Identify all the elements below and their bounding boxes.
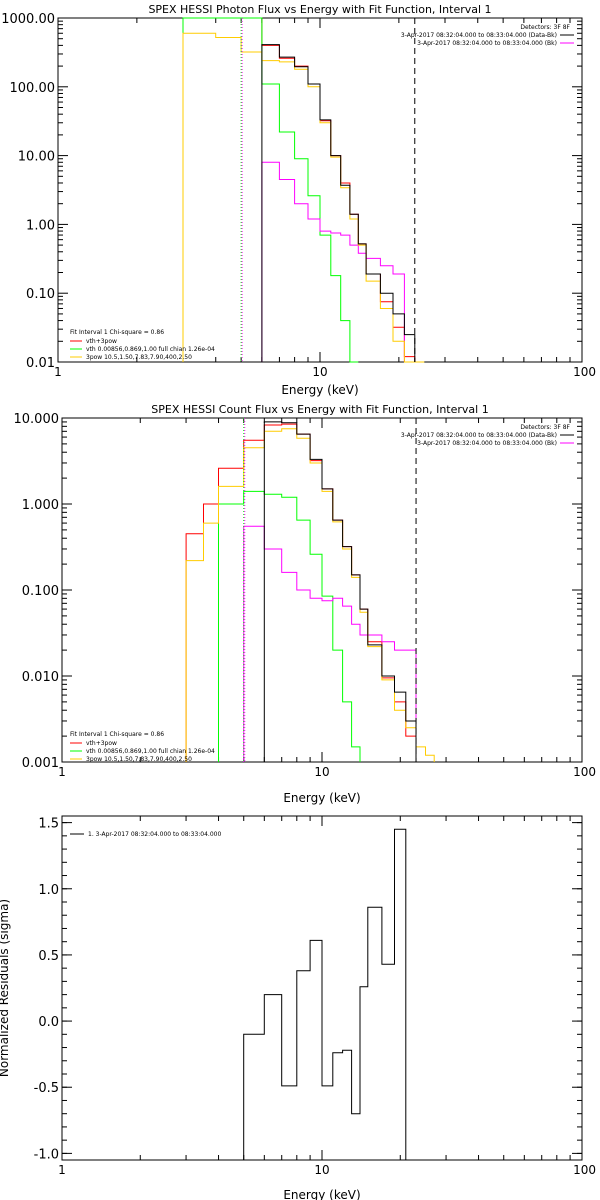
photon-flux-series-powerlaw [261,161,405,362]
count-flux-y-tick-label: 10.000 [14,412,60,427]
residuals-y-tick-label: -0.5 [34,1081,59,1096]
residuals-series [243,828,407,1160]
count-flux-y-tick-label: 1.000 [22,498,59,513]
residuals-legend: 1. 3-Apr-2017 08:32:04.000 to 08:33:04.0… [70,831,221,838]
count-flux-legend-total: vth+3pow [86,740,117,747]
photon-flux-x-tick-label: 100 [573,365,596,379]
residuals-panel: 1 10 100-1.0-0.50.00.51.01.5 Energy (keV) … [0,815,596,1200]
photon-flux-marker-lines [240,18,416,362]
residuals-axes: 1 10 100 -1.0 -0.5 0.0 0.5 1.0 1.5 [34,816,596,1177]
count-flux-legend-thermal: vth 0.00856,0.869,1.00 full chian 1.26e-… [86,748,215,755]
count-flux-axes: 1 10 100 0.001 0.010 0.100 1.000 10.000 [14,412,597,779]
photon-flux-plot-frame [57,17,583,363]
residuals-y-tick-label: 1.0 [38,883,59,898]
residuals-x-tick-label: 100 [573,1163,596,1177]
residuals-y-tick-label: 1.5 [38,817,59,832]
photon-flux-x-tick-label: 1 [54,365,62,379]
residuals-x-tick-label: 1 [58,1163,66,1177]
photon-flux-interval-bk: 3-Apr-2017 08:32:04.000 to 08:33:04.000 … [417,40,557,47]
residuals-x-axis-label: Energy (keV) [283,1188,360,1200]
photon-flux-series [182,17,425,363]
count-flux-header-info: Detectors: 3F 8F 3-Apr-2017 08:32:04.000… [401,424,574,447]
residuals-x-tick-label: 10 [314,1163,329,1177]
count-flux-legend: Fit Interval 1 Chi-square = 0.86 vth+3po… [70,731,215,763]
photon-flux-x-tick-label: 10 [312,365,327,379]
count-flux-x-tick-label: 100 [573,765,596,779]
photon-flux-y-tick-label: 10.00 [18,150,55,165]
photon-flux-series-background [182,32,425,363]
count-flux-y-tick-label: 0.100 [22,584,59,599]
photon-flux-panel: SPEX HESSI Photon Flux vs Energy with Fi… [1,3,596,397]
count-flux-series-total [185,423,417,762]
photon-flux-y-tick-label: 0.10 [26,287,55,302]
residuals-y-axis-label: Normalized Residuals (sigma) [0,899,11,1077]
photon-flux-series-data [261,44,416,362]
photon-flux-series-thermal [182,17,359,363]
photon-flux-detectors: Detectors: 3F 8F [520,24,570,31]
photon-flux-y-tick-label: 1000.00 [1,12,55,27]
count-flux-detectors: Detectors: 3F 8F [520,424,570,431]
count-flux-interval-data: 3-Apr-2017 08:32:04.000 to 08:33:04.000 … [401,432,557,439]
photon-flux-legend: Fit Interval 1 Chi-square = 0.86 vth+3po… [70,329,215,361]
photon-flux-interval-data: 3-Apr-2017 08:32:04.000 to 08:33:04.000 … [401,32,557,39]
count-flux-series [185,421,435,762]
photon-flux-legend-thermal: vth 0.00856,0.869,1.00 full chian 1.26e-… [86,346,215,353]
photon-flux-legend-total: vth+3pow [86,338,117,345]
count-flux-y-tick-label: 0.010 [22,670,59,685]
count-flux-x-axis-label: Energy (keV) [283,791,360,805]
photon-flux-axes: 1 10 100 0.01 0.10 1.00 10.00 100.00 1000.00 [1,12,596,379]
count-flux-x-tick-label: 1 [58,765,66,779]
photon-flux-header-info: Detectors: 3F 8F 3-Apr-2017 08:32:04.000… [401,24,574,47]
count-flux-interval-bk: 3-Apr-2017 08:32:04.000 to 08:33:04.000 … [417,440,557,447]
photon-flux-y-tick-label: 1.00 [26,218,55,233]
count-flux-y-tick-label: 0.001 [22,756,59,771]
residuals-y-tick-label: 0.5 [38,949,59,964]
count-flux-panel: SPEX HESSI Count Flux vs Energy with Fit… [14,403,597,805]
residuals-y-tick-label: -1.0 [34,1147,59,1162]
photon-flux-y-tick-label: 100.00 [10,81,56,96]
count-flux-series-data [263,421,417,762]
photon-flux-legend-powerlaw: 3pow 10.5,1.50,7.83,7.90,400,2.50 [86,354,192,361]
residuals-series-data [243,828,407,1160]
residuals-y-tick-label: 0.0 [38,1015,59,1030]
count-flux-title: SPEX HESSI Count Flux vs Energy with Fit… [151,403,488,416]
count-flux-marker-lines [243,418,417,762]
count-flux-series-powerlaw [243,525,417,762]
count-flux-legend-title: Fit Interval 1 Chi-square = 0.86 [70,731,164,738]
photon-flux-y-tick-label: 0.01 [26,356,55,371]
count-flux-legend-powerlaw: 3pow 10.5,1.50,7.83,7.90,400,2.50 [86,756,192,763]
count-flux-x-tick-label: 10 [314,765,329,779]
residuals-legend-label: 1. 3-Apr-2017 08:32:04.000 to 08:33:04.0… [88,831,221,838]
photon-flux-legend-title: Fit Interval 1 Chi-square = 0.86 [70,329,164,336]
photon-flux-title: SPEX HESSI Photon Flux vs Energy with Fi… [148,3,491,16]
count-flux-series-thermal [218,490,361,762]
photon-flux-x-axis-label: Energy (keV) [281,383,358,397]
